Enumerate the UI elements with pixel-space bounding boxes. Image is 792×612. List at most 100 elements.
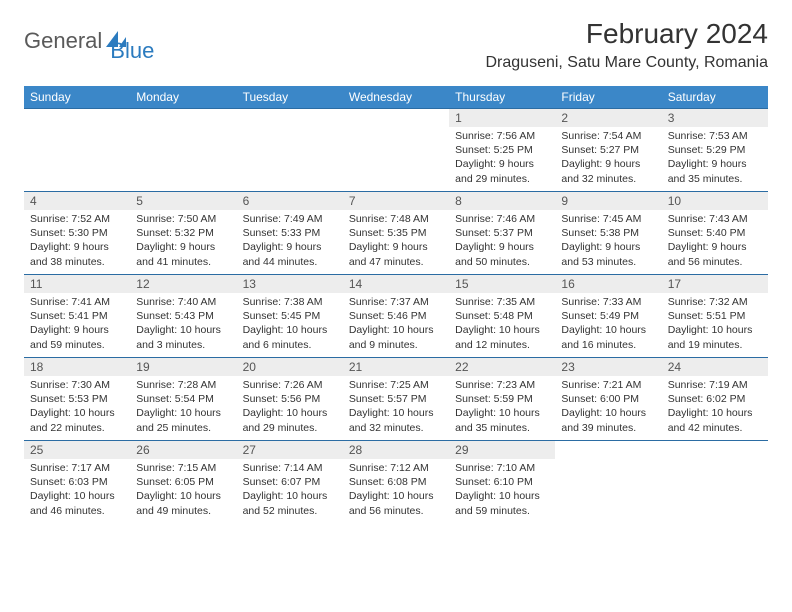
daylight-text: Daylight: 9 hours and 50 minutes. [455, 240, 549, 268]
day-number: 11 [24, 275, 130, 293]
daylight-text: Daylight: 10 hours and 56 minutes. [349, 489, 443, 517]
sunrise-text: Sunrise: 7:53 AM [668, 129, 762, 143]
sunset-text: Sunset: 5:59 PM [455, 392, 549, 406]
day-cell: 21Sunrise: 7:25 AMSunset: 5:57 PMDayligh… [343, 358, 449, 440]
daylight-text: Daylight: 10 hours and 46 minutes. [30, 489, 124, 517]
sunset-text: Sunset: 5:37 PM [455, 226, 549, 240]
day-cell: 15Sunrise: 7:35 AMSunset: 5:48 PMDayligh… [449, 275, 555, 357]
sunrise-text: Sunrise: 7:23 AM [455, 378, 549, 392]
day-cell [237, 109, 343, 191]
day-number [24, 109, 130, 127]
day-number: 5 [130, 192, 236, 210]
week-row: 11Sunrise: 7:41 AMSunset: 5:41 PMDayligh… [24, 274, 768, 357]
logo-text-general: General [24, 28, 102, 54]
day-content: Sunrise: 7:54 AMSunset: 5:27 PMDaylight:… [555, 127, 661, 190]
day-number: 10 [662, 192, 768, 210]
day-number: 17 [662, 275, 768, 293]
sunset-text: Sunset: 5:46 PM [349, 309, 443, 323]
sunset-text: Sunset: 6:05 PM [136, 475, 230, 489]
sunrise-text: Sunrise: 7:26 AM [243, 378, 337, 392]
day-cell: 24Sunrise: 7:19 AMSunset: 6:02 PMDayligh… [662, 358, 768, 440]
day-number [343, 109, 449, 127]
day-cell: 4Sunrise: 7:52 AMSunset: 5:30 PMDaylight… [24, 192, 130, 274]
day-header-friday: Friday [555, 86, 661, 108]
day-content: Sunrise: 7:40 AMSunset: 5:43 PMDaylight:… [130, 293, 236, 356]
sunset-text: Sunset: 5:45 PM [243, 309, 337, 323]
day-number: 12 [130, 275, 236, 293]
day-header-sunday: Sunday [24, 86, 130, 108]
daylight-text: Daylight: 10 hours and 22 minutes. [30, 406, 124, 434]
day-headers-row: SundayMondayTuesdayWednesdayThursdayFrid… [24, 86, 768, 108]
sunrise-text: Sunrise: 7:54 AM [561, 129, 655, 143]
daylight-text: Daylight: 10 hours and 42 minutes. [668, 406, 762, 434]
daylight-text: Daylight: 10 hours and 12 minutes. [455, 323, 549, 351]
sunset-text: Sunset: 5:32 PM [136, 226, 230, 240]
sunrise-text: Sunrise: 7:35 AM [455, 295, 549, 309]
daylight-text: Daylight: 10 hours and 59 minutes. [455, 489, 549, 517]
day-cell: 20Sunrise: 7:26 AMSunset: 5:56 PMDayligh… [237, 358, 343, 440]
day-cell: 13Sunrise: 7:38 AMSunset: 5:45 PMDayligh… [237, 275, 343, 357]
day-number: 28 [343, 441, 449, 459]
daylight-text: Daylight: 10 hours and 19 minutes. [668, 323, 762, 351]
sunset-text: Sunset: 6:02 PM [668, 392, 762, 406]
sunset-text: Sunset: 6:00 PM [561, 392, 655, 406]
day-header-saturday: Saturday [662, 86, 768, 108]
sunset-text: Sunset: 6:10 PM [455, 475, 549, 489]
day-content: Sunrise: 7:26 AMSunset: 5:56 PMDaylight:… [237, 376, 343, 439]
weeks-container: 1Sunrise: 7:56 AMSunset: 5:25 PMDaylight… [24, 108, 768, 523]
sunrise-text: Sunrise: 7:33 AM [561, 295, 655, 309]
day-content: Sunrise: 7:12 AMSunset: 6:08 PMDaylight:… [343, 459, 449, 522]
sunrise-text: Sunrise: 7:14 AM [243, 461, 337, 475]
day-cell [662, 441, 768, 523]
daylight-text: Daylight: 10 hours and 35 minutes. [455, 406, 549, 434]
sunrise-text: Sunrise: 7:56 AM [455, 129, 549, 143]
sunset-text: Sunset: 5:27 PM [561, 143, 655, 157]
day-content: Sunrise: 7:46 AMSunset: 5:37 PMDaylight:… [449, 210, 555, 273]
day-content: Sunrise: 7:45 AMSunset: 5:38 PMDaylight:… [555, 210, 661, 273]
day-cell: 23Sunrise: 7:21 AMSunset: 6:00 PMDayligh… [555, 358, 661, 440]
sunset-text: Sunset: 5:54 PM [136, 392, 230, 406]
sunset-text: Sunset: 5:25 PM [455, 143, 549, 157]
daylight-text: Daylight: 10 hours and 3 minutes. [136, 323, 230, 351]
sunrise-text: Sunrise: 7:19 AM [668, 378, 762, 392]
day-cell [343, 109, 449, 191]
sunset-text: Sunset: 5:53 PM [30, 392, 124, 406]
day-cell: 18Sunrise: 7:30 AMSunset: 5:53 PMDayligh… [24, 358, 130, 440]
day-number: 4 [24, 192, 130, 210]
day-number [555, 441, 661, 459]
daylight-text: Daylight: 9 hours and 44 minutes. [243, 240, 337, 268]
day-number: 9 [555, 192, 661, 210]
sunrise-text: Sunrise: 7:50 AM [136, 212, 230, 226]
day-cell [24, 109, 130, 191]
sunset-text: Sunset: 5:48 PM [455, 309, 549, 323]
sunset-text: Sunset: 5:40 PM [668, 226, 762, 240]
day-header-monday: Monday [130, 86, 236, 108]
day-content: Sunrise: 7:15 AMSunset: 6:05 PMDaylight:… [130, 459, 236, 522]
sunrise-text: Sunrise: 7:17 AM [30, 461, 124, 475]
daylight-text: Daylight: 10 hours and 29 minutes. [243, 406, 337, 434]
day-number: 25 [24, 441, 130, 459]
day-number: 16 [555, 275, 661, 293]
sunrise-text: Sunrise: 7:37 AM [349, 295, 443, 309]
sunrise-text: Sunrise: 7:10 AM [455, 461, 549, 475]
sunrise-text: Sunrise: 7:30 AM [30, 378, 124, 392]
day-cell: 7Sunrise: 7:48 AMSunset: 5:35 PMDaylight… [343, 192, 449, 274]
day-cell: 28Sunrise: 7:12 AMSunset: 6:08 PMDayligh… [343, 441, 449, 523]
sunrise-text: Sunrise: 7:52 AM [30, 212, 124, 226]
day-content: Sunrise: 7:10 AMSunset: 6:10 PMDaylight:… [449, 459, 555, 522]
daylight-text: Daylight: 10 hours and 25 minutes. [136, 406, 230, 434]
sunset-text: Sunset: 5:35 PM [349, 226, 443, 240]
day-number: 26 [130, 441, 236, 459]
day-cell: 16Sunrise: 7:33 AMSunset: 5:49 PMDayligh… [555, 275, 661, 357]
sunrise-text: Sunrise: 7:43 AM [668, 212, 762, 226]
day-cell: 2Sunrise: 7:54 AMSunset: 5:27 PMDaylight… [555, 109, 661, 191]
sunset-text: Sunset: 6:03 PM [30, 475, 124, 489]
sunrise-text: Sunrise: 7:12 AM [349, 461, 443, 475]
week-row: 25Sunrise: 7:17 AMSunset: 6:03 PMDayligh… [24, 440, 768, 523]
day-header-thursday: Thursday [449, 86, 555, 108]
sunset-text: Sunset: 5:30 PM [30, 226, 124, 240]
day-cell: 25 Sunrise: 7:17 AMSunset: 6:03 PMDayligh… [24, 441, 130, 523]
week-row: 1Sunrise: 7:56 AMSunset: 5:25 PMDaylight… [24, 108, 768, 191]
day-content: Sunrise: 7:49 AMSunset: 5:33 PMDaylight:… [237, 210, 343, 273]
sunset-text: Sunset: 5:49 PM [561, 309, 655, 323]
